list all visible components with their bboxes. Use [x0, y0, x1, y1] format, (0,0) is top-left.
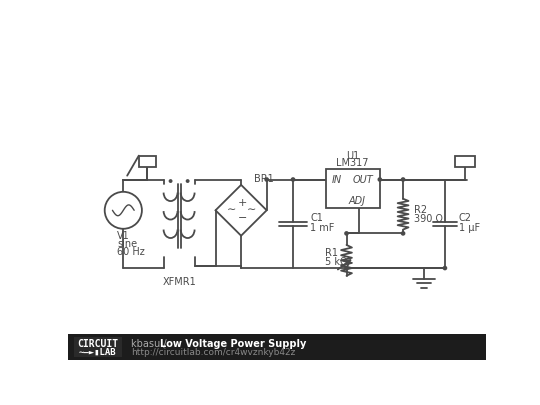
Circle shape: [443, 266, 447, 271]
Text: sine: sine: [117, 239, 137, 249]
Text: LM317: LM317: [336, 158, 369, 168]
Bar: [73, 337, 122, 357]
Text: OUT: OUT: [353, 175, 374, 185]
Text: 60 Hz: 60 Hz: [117, 247, 145, 257]
Text: 1 μF: 1 μF: [459, 223, 480, 232]
Text: CIRCUIT: CIRCUIT: [77, 339, 118, 349]
Bar: [455, 156, 475, 167]
Circle shape: [401, 177, 406, 182]
Text: C1: C1: [310, 213, 323, 223]
Circle shape: [377, 177, 382, 182]
Text: +: +: [111, 198, 117, 207]
Circle shape: [186, 179, 190, 183]
Text: V1: V1: [117, 232, 130, 241]
Circle shape: [168, 179, 172, 183]
Circle shape: [344, 266, 349, 271]
Circle shape: [265, 177, 269, 182]
Text: 1 mF: 1 mF: [310, 223, 334, 232]
Circle shape: [401, 231, 406, 236]
Circle shape: [105, 192, 142, 229]
Text: 390 Ω: 390 Ω: [414, 214, 443, 224]
Bar: [139, 156, 156, 167]
Text: ∼—►▮LAB: ∼—►▮LAB: [79, 347, 117, 356]
Text: IN: IN: [332, 175, 342, 185]
Text: 5 kΩ: 5 kΩ: [325, 257, 347, 267]
Text: XFMR1: XFMR1: [162, 277, 196, 287]
Text: C2: C2: [459, 213, 472, 223]
Bar: [68, 333, 486, 360]
Text: Low Voltage Power Supply: Low Voltage Power Supply: [160, 339, 307, 349]
Text: R1: R1: [325, 247, 338, 258]
Text: out: out: [457, 156, 473, 166]
Text: R2: R2: [414, 205, 427, 215]
Circle shape: [344, 231, 349, 236]
Text: http://circuitlab.com/cr4wvznkyb42z: http://circuitlab.com/cr4wvznkyb42z: [131, 348, 295, 357]
Text: −: −: [110, 213, 118, 223]
Text: U1: U1: [346, 151, 359, 161]
Text: ∼: ∼: [246, 205, 256, 215]
Polygon shape: [215, 185, 267, 236]
Text: −: −: [238, 213, 247, 223]
Bar: [326, 169, 380, 208]
Text: ∼: ∼: [226, 205, 236, 215]
Circle shape: [291, 177, 295, 182]
Text: in: in: [143, 156, 152, 166]
Text: BR1: BR1: [254, 175, 274, 185]
Text: +: +: [238, 198, 247, 208]
Text: kbasu /: kbasu /: [131, 339, 170, 349]
Text: ADJ: ADJ: [348, 196, 365, 206]
